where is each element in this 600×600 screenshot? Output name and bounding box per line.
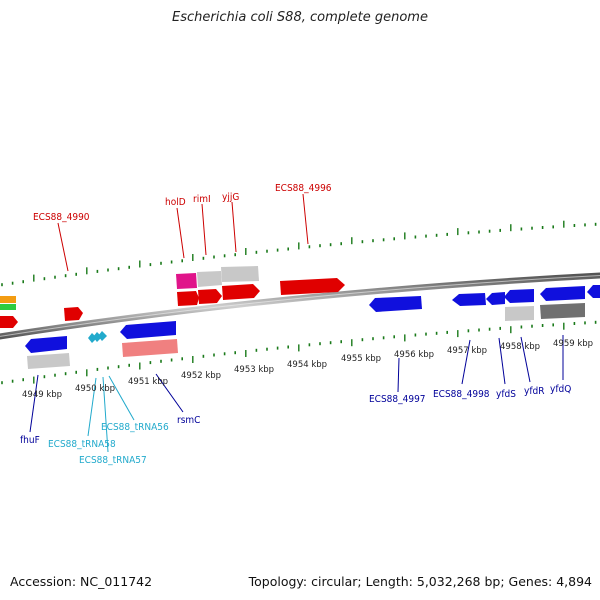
gene-yjjG[interactable] <box>222 284 260 300</box>
trna-56[interactable] <box>98 331 107 341</box>
gene-label-holD[interactable]: holD <box>165 197 186 208</box>
label-leaders <box>29 193 564 453</box>
genome-summary-text: Topology: circular; Length: 5,032,268 bp… <box>248 574 592 589</box>
gene-blue-edge[interactable] <box>587 285 600 298</box>
trna-label-58[interactable]: ECS88_tRNA58 <box>48 439 116 450</box>
gene-orange-edge[interactable] <box>0 296 16 303</box>
gene-ecs88-4997[interactable] <box>369 296 422 312</box>
gene-ecs88-4990[interactable] <box>64 307 83 321</box>
gene-holD-red[interactable] <box>177 291 199 306</box>
forward-scale-ticks <box>1 220 597 287</box>
gene-ecs88-4998[interactable] <box>452 293 486 306</box>
gene-label-rimI[interactable]: rimI <box>193 194 211 205</box>
gene-yfdR[interactable] <box>504 289 534 303</box>
scale-label: 4954 kbp <box>287 360 327 370</box>
scale-label: 4956 kbp <box>394 350 434 360</box>
gene-rsmC-pink[interactable] <box>122 339 178 357</box>
gene-label-yfdQ[interactable]: yfdQ <box>550 384 571 395</box>
gene-rimI[interactable] <box>198 289 222 304</box>
trna-labels: ECS88_tRNA58 ECS88_tRNA57 ECS88_tRNA56 <box>48 422 169 466</box>
gene-label-yfdR[interactable]: yfdR <box>524 386 544 397</box>
scale-label: 4949 kbp <box>22 390 62 400</box>
gene-yfdR-grey[interactable] <box>505 306 534 321</box>
scale-label: 4950 kbp <box>75 384 115 394</box>
trna-label-56[interactable]: ECS88_tRNA56 <box>101 422 169 433</box>
gene-yfdQ-grey[interactable] <box>540 303 585 319</box>
gene-green-edge[interactable] <box>0 304 16 310</box>
gene-label-fhuF[interactable]: fhuF <box>20 435 40 446</box>
gene-label-ecs88-4997[interactable]: ECS88_4997 <box>369 394 426 405</box>
gene-label-ecs88-4998[interactable]: ECS88_4998 <box>433 389 490 400</box>
trna-57[interactable] <box>88 333 97 343</box>
gene-fhuF-grey[interactable] <box>27 353 70 369</box>
backbone-highlight <box>0 275 600 337</box>
gene-rsmC[interactable] <box>120 321 176 339</box>
trna-label-57[interactable]: ECS88_tRNA57 <box>79 455 147 466</box>
gene-yjjG-grey[interactable] <box>221 266 259 282</box>
scale-labels: 4949 kbp 4950 kbp 4951 kbp 4952 kbp 4953… <box>22 339 593 400</box>
map-title: Escherichia coli S88, complete genome <box>172 10 428 25</box>
gene-label-ecs88-4990[interactable]: ECS88_4990 <box>33 212 90 223</box>
scale-label: 4953 kbp <box>234 365 274 375</box>
scale-label: 4951 kbp <box>128 377 168 387</box>
scale-label: 4957 kbp <box>447 346 487 356</box>
reverse-gene-labels: fhuF rsmC ECS88_4997 ECS88_4998 yfdS yfd… <box>20 384 571 446</box>
forward-gene-labels: ECS88_4990 holD rimI yjjG ECS88_4996 <box>33 183 332 223</box>
gene-red-edge[interactable] <box>0 316 18 328</box>
gene-label-yfdS[interactable]: yfdS <box>496 389 516 400</box>
gene-label-rsmC[interactable]: rsmC <box>177 415 200 426</box>
scale-label: 4958 kbp <box>500 342 540 352</box>
forward-features <box>0 266 345 328</box>
gene-holD[interactable] <box>176 273 197 289</box>
scale-label: 4959 kbp <box>553 339 593 349</box>
gene-label-ecs88-4996[interactable]: ECS88_4996 <box>275 183 332 194</box>
accession-text: Accession: NC_011742 <box>10 574 153 589</box>
gene-ecs88-4996[interactable] <box>280 278 345 295</box>
gene-yfdS[interactable] <box>486 292 505 305</box>
scale-label: 4952 kbp <box>181 371 221 381</box>
gene-yfdQ[interactable] <box>540 286 585 301</box>
gene-label-yjjG[interactable]: yjjG <box>222 192 239 203</box>
reverse-features <box>25 285 600 369</box>
gene-rimI-grey[interactable] <box>197 271 222 287</box>
scale-label: 4955 kbp <box>341 354 381 364</box>
reverse-scale-ticks <box>1 320 597 385</box>
gene-fhuF[interactable] <box>25 336 67 353</box>
